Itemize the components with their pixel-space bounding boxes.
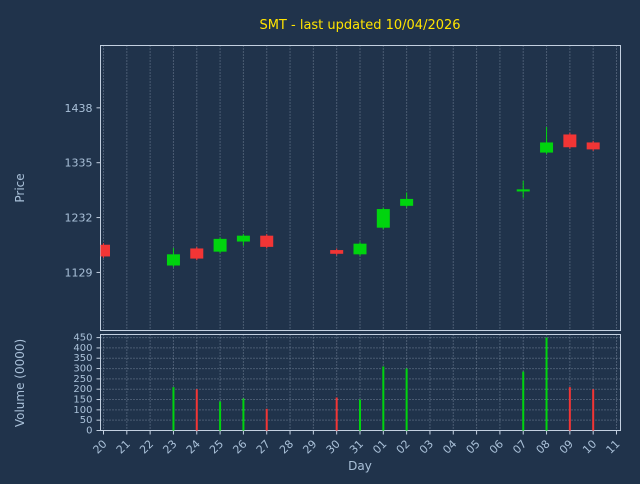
candle-body: [100, 244, 110, 257]
candle-body: [586, 142, 600, 150]
price-axis-label: Price: [13, 173, 27, 202]
price-tick-label: 1438: [65, 102, 93, 115]
day-tick-label: 08: [534, 437, 553, 456]
plot-area: 1129123213351438050100150200250300350400…: [65, 45, 623, 457]
day-tick-label: 03: [417, 437, 436, 456]
volume-tick-label: 150: [73, 395, 92, 406]
candle-body: [190, 248, 204, 259]
day-tick-label: 11: [604, 437, 623, 456]
day-tick-label: 22: [137, 437, 156, 456]
day-tick-label: 29: [300, 437, 319, 456]
volume-tick-label: 400: [73, 343, 92, 354]
price-tick-label: 1129: [65, 266, 93, 279]
day-tick-label: 09: [557, 437, 576, 456]
candle-body: [516, 189, 530, 192]
day-tick-label: 04: [440, 437, 459, 456]
day-tick-label: 25: [207, 437, 226, 456]
price-tick-label: 1232: [65, 212, 93, 225]
day-tick-label: 23: [160, 437, 179, 456]
candle-body: [540, 142, 554, 153]
day-tick-label: 05: [464, 437, 483, 456]
volume-tick-label: 350: [73, 353, 92, 364]
candle-body: [236, 235, 250, 242]
price-tick-label: 1335: [65, 157, 93, 170]
day-tick-label: 30: [324, 437, 343, 456]
candle-body: [166, 254, 180, 266]
volume-tick-label: 300: [73, 364, 92, 375]
price-panel: [100, 45, 621, 331]
volume-tick-label: 250: [73, 374, 92, 385]
day-tick-label: 10: [580, 437, 599, 456]
volume-tick-label: 450: [73, 333, 92, 344]
day-tick-label: 27: [254, 437, 273, 456]
day-tick-label: 01: [370, 437, 389, 456]
candle-body: [353, 243, 367, 255]
volume-tick-label: 0: [86, 426, 92, 437]
volume-tick-label: 200: [73, 384, 92, 395]
candle-body: [563, 134, 577, 148]
chart-title: SMT - last updated 10/04/2026: [259, 18, 460, 33]
day-tick-label: 26: [230, 437, 249, 456]
day-tick-label: 21: [114, 437, 133, 456]
candle-body: [260, 235, 274, 247]
volume-axis-label: Volume (0000): [13, 339, 27, 427]
candle-body: [376, 209, 390, 228]
volume-tick-label: 100: [73, 405, 92, 416]
day-tick-label: 20: [91, 437, 110, 456]
day-axis-label: Day: [348, 459, 372, 473]
candle-body: [400, 198, 414, 206]
candle-body: [330, 250, 344, 254]
day-tick-label: 31: [347, 437, 366, 456]
volume-tick-label: 50: [80, 415, 93, 426]
day-tick-label: 02: [394, 437, 413, 456]
day-tick-label: 07: [510, 437, 529, 456]
candle-body: [213, 238, 227, 252]
day-tick-label: 24: [184, 437, 203, 456]
day-tick-label: 28: [277, 437, 296, 456]
day-tick-label: 06: [487, 437, 506, 456]
